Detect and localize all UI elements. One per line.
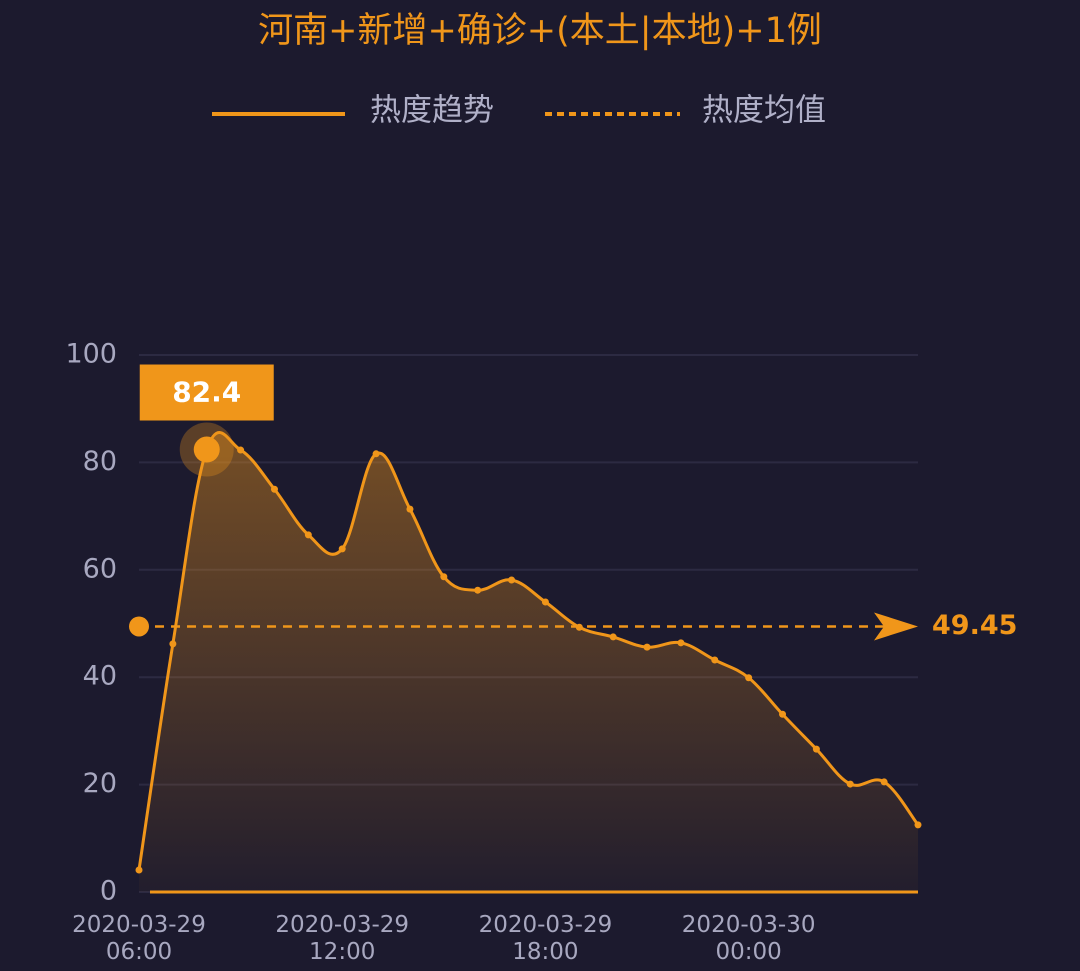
point xyxy=(440,573,448,581)
max-label: 82.4 xyxy=(172,376,241,409)
point xyxy=(779,710,787,718)
chart-title: 河南+新增+确诊+(本土|本地)+1例 xyxy=(258,11,822,51)
x-tick-label: 2020-03-29 12:00 xyxy=(275,912,410,965)
point xyxy=(609,633,617,641)
point xyxy=(711,656,719,664)
point xyxy=(643,643,651,651)
max-dot xyxy=(193,436,220,463)
max-label-box xyxy=(139,364,274,421)
y-tick-label: 80 xyxy=(83,446,117,477)
y-tick-label: 40 xyxy=(83,661,117,692)
mean-arrow xyxy=(874,612,918,641)
point xyxy=(474,586,482,594)
y-tick-label: 20 xyxy=(83,768,117,799)
x-tick-label: 2020-03-29 18:00 xyxy=(478,912,613,965)
point xyxy=(135,866,143,874)
x-tick-label: 2020-03-30 00:00 xyxy=(681,912,816,965)
y-tick-label: 0 xyxy=(100,876,117,907)
line xyxy=(137,431,920,871)
point xyxy=(541,598,549,606)
point xyxy=(812,745,820,753)
point xyxy=(914,821,922,829)
point xyxy=(338,545,346,553)
y-tick-label: 60 xyxy=(83,553,117,584)
point xyxy=(745,674,753,682)
point xyxy=(846,780,854,788)
point xyxy=(304,531,312,539)
point xyxy=(237,446,245,454)
point xyxy=(508,576,516,584)
mean-label: 49.45 xyxy=(932,610,1017,641)
mean-dot xyxy=(129,616,149,637)
x-tick-label: 2020-03-29 06:00 xyxy=(72,912,206,965)
point xyxy=(270,485,278,493)
y-tick-label: 100 xyxy=(65,339,117,370)
legend-label: 热度趋势 xyxy=(370,93,494,129)
point xyxy=(677,639,685,647)
point xyxy=(372,450,380,458)
point xyxy=(169,640,177,648)
area xyxy=(139,432,918,892)
legend-label: 热度均值 xyxy=(702,93,826,129)
point xyxy=(406,505,414,513)
point xyxy=(880,778,888,786)
